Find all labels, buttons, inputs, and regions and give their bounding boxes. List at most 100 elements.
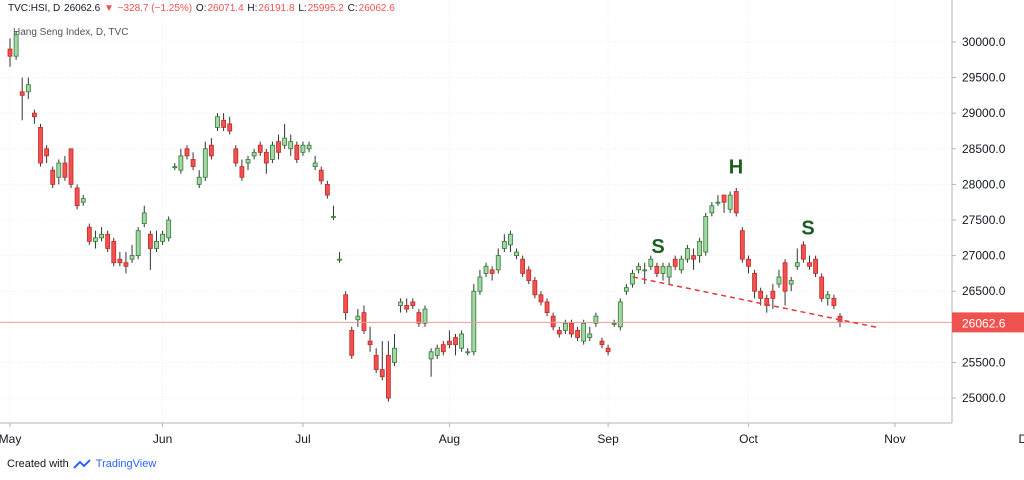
candle: [398, 298, 403, 313]
candle: [483, 262, 489, 277]
last-price-label: 26062.6: [962, 316, 1006, 330]
neckline-trendline: [632, 276, 879, 329]
candle-body: [715, 201, 721, 204]
candle-body: [678, 258, 684, 271]
candle-body: [215, 116, 220, 128]
candle: [62, 155, 68, 181]
candle-body: [630, 273, 635, 285]
candle: [38, 123, 43, 167]
candle-body: [685, 248, 690, 260]
candle-body: [813, 258, 818, 274]
candle: [270, 141, 275, 164]
candle-body: [611, 322, 617, 325]
y-tick-label: 25000.0: [962, 391, 1006, 405]
candle-body: [800, 244, 806, 260]
candle-body: [447, 340, 452, 346]
candle-body: [770, 290, 776, 299]
candle: [727, 191, 733, 213]
grid: [0, 0, 952, 423]
candle-body: [141, 212, 147, 224]
candle: [678, 255, 684, 274]
candle: [196, 170, 202, 188]
candle: [666, 262, 672, 285]
candle: [434, 344, 440, 359]
change-arrow: ▼: [103, 3, 114, 14]
candle-body: [623, 287, 629, 292]
candle: [245, 155, 251, 171]
y-tick-label: 28500.0: [962, 142, 1006, 156]
candle: [99, 227, 104, 242]
open-label: O:: [195, 3, 207, 14]
candle-body: [465, 351, 471, 354]
candle: [623, 284, 629, 295]
candle: [636, 262, 642, 274]
x-tick-label: Jun: [153, 432, 172, 446]
candle: [746, 255, 751, 274]
candle-body: [727, 194, 733, 210]
candle-body: [746, 258, 751, 267]
candle: [202, 141, 208, 181]
candle-body: [312, 162, 318, 167]
candle: [520, 255, 526, 277]
x-axis[interactable]: MayJunJulAugSepOctNovDec2020: [0, 422, 1024, 446]
candle-body: [605, 347, 611, 353]
candle-body: [758, 290, 764, 299]
candle-body: [764, 297, 770, 306]
candle-body: [196, 176, 202, 185]
y-axis[interactable]: 30000.0 29500.0 29000.0 28500.0 28000.0 27500…: [951, 0, 1024, 423]
candle: [495, 248, 501, 274]
tradingview-link[interactable]: TradingView: [95, 458, 157, 470]
x-tick-label: Oct: [739, 432, 758, 446]
footer: Created with TradingView: [7, 458, 156, 470]
candle: [447, 330, 452, 349]
candle-body: [7, 48, 13, 57]
candle-body: [373, 354, 379, 370]
last-price-marker: [952, 312, 1024, 333]
candle-body: [697, 240, 703, 257]
tradingview-logo-icon: [73, 459, 91, 469]
candle-body: [239, 166, 245, 178]
candle: [800, 241, 806, 263]
candle: [404, 298, 410, 313]
candle-body: [306, 144, 312, 150]
candle: [172, 163, 178, 171]
candle: [733, 187, 739, 217]
candle-body: [135, 230, 141, 257]
candle: [697, 237, 703, 263]
candle-body: [642, 269, 648, 272]
candle: [257, 141, 263, 156]
candle: [294, 141, 300, 164]
candle-body: [288, 141, 294, 150]
candle: [794, 248, 800, 270]
candle-body: [44, 148, 50, 157]
candle: [489, 266, 495, 281]
candle: [428, 348, 434, 377]
candle-body: [251, 151, 257, 157]
candle: [709, 202, 715, 217]
candle-body: [782, 262, 788, 292]
ohlc-legend: TVC:HSI, D 26062.6 ▼ −328.7 (−1.25%) O:2…: [8, 3, 396, 14]
candle-body: [99, 233, 104, 239]
candle: [819, 273, 825, 302]
candle-body: [282, 137, 288, 146]
candle: [611, 319, 617, 327]
candle: [355, 309, 361, 327]
x-tick-label: Sep: [597, 432, 619, 446]
candle-body: [221, 119, 227, 128]
candle-body: [233, 148, 239, 164]
candle: [672, 255, 678, 270]
candle-body: [202, 148, 208, 178]
candle: [111, 237, 117, 267]
candle: [251, 148, 257, 160]
candle-body: [495, 255, 501, 271]
candle: [739, 227, 745, 263]
candle-body: [593, 315, 599, 324]
candle-body: [160, 233, 165, 242]
candle: [105, 230, 111, 253]
candle-body: [660, 265, 666, 274]
candle: [587, 326, 593, 342]
close-value: 26062.6: [358, 3, 395, 14]
candle-body: [471, 290, 477, 353]
x-tick-label: Jul: [295, 432, 310, 446]
